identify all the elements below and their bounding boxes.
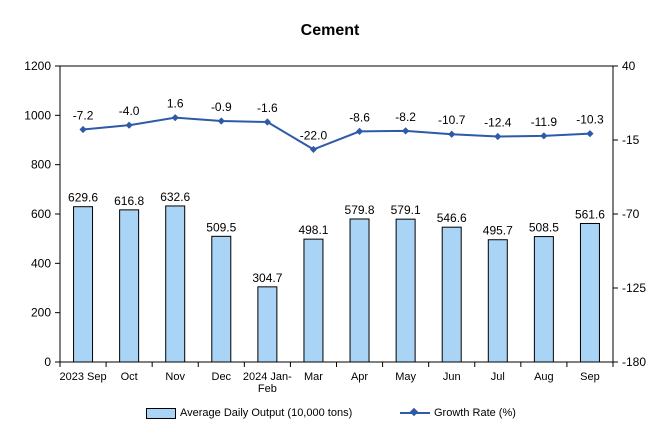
growth-point	[586, 130, 594, 138]
y-right-tick-label: 40	[622, 59, 636, 73]
line-group	[79, 114, 594, 154]
bar	[73, 206, 94, 363]
x-tick-label: May	[395, 371, 416, 383]
growth-point	[125, 121, 133, 129]
bars-group	[73, 205, 600, 363]
growth-value-label: -11.9	[531, 115, 558, 129]
growth-value-label: -8.2	[395, 110, 416, 124]
growth-point	[171, 114, 179, 122]
legend-bar-swatch	[146, 407, 176, 419]
x-tick-label: Dec	[212, 371, 232, 383]
bar-value-label: 632.6	[160, 190, 190, 204]
x-tick-label: Apr	[351, 371, 368, 383]
growth-point	[402, 127, 410, 135]
bar-value-label: 579.8	[345, 203, 375, 217]
bar-value-label: 498.1	[298, 223, 328, 237]
growth-value-label: -7.2	[73, 109, 94, 123]
bar	[487, 239, 508, 363]
x-tick-label: Nov	[165, 371, 185, 383]
x-tick-label: Feb	[258, 383, 277, 395]
x-tick-label: 2023 Sep	[59, 371, 106, 383]
bar	[211, 235, 232, 363]
bar-value-label: 629.6	[68, 191, 98, 205]
growth-point	[263, 118, 271, 126]
growth-point	[309, 145, 318, 154]
x-tick-label: 2024 Jan-	[243, 371, 292, 383]
x-tick-label: Jul	[491, 371, 505, 383]
y-left-tick-label: 600	[31, 207, 51, 221]
growth-value-label: -0.9	[211, 100, 232, 114]
growth-value-label: 1.6	[167, 97, 184, 111]
bar-value-label: 579.1	[391, 203, 421, 217]
legend-item-line: Growth Rate (%)	[400, 407, 516, 419]
bar	[579, 222, 600, 363]
x-tick-label: Aug	[534, 371, 554, 383]
legend-bar-label: Average Daily Output (10,000 tons)	[180, 407, 353, 419]
x-tick-label: Mar	[304, 371, 323, 383]
bar	[349, 218, 370, 363]
bar	[533, 236, 554, 363]
bar	[165, 205, 186, 363]
y-left-tick-label: 800	[31, 158, 51, 172]
legend-line-label: Growth Rate (%)	[434, 407, 516, 419]
y-right-tick-label: -180	[622, 355, 646, 369]
y-left-tick-label: 400	[31, 256, 51, 270]
legend-item-bar: Average Daily Output (10,000 tons)	[146, 407, 352, 419]
growth-value-label: -10.7	[438, 113, 466, 127]
x-tick-label: Sep	[580, 371, 600, 383]
bar-value-label: 546.6	[437, 211, 467, 225]
growth-value-label: -22.0	[300, 128, 328, 142]
y-right-tick-label: -15	[622, 133, 640, 147]
growth-value-label: -12.4	[484, 116, 512, 130]
bar-value-label: 561.6	[575, 207, 605, 221]
x-tick-label: Oct	[121, 371, 138, 383]
growth-value-label: -4.0	[119, 104, 140, 118]
bar-value-label: 508.5	[529, 221, 559, 235]
growth-point	[540, 132, 548, 140]
growth-value-label: -1.6	[257, 101, 278, 115]
growth-point	[494, 132, 502, 141]
chart-title: Cement	[300, 22, 360, 39]
x-tick-label: Jun	[443, 371, 461, 383]
y-left-tick-label: 200	[31, 306, 51, 320]
growth-line	[82, 116, 591, 151]
y-left-tick-label: 1200	[24, 59, 51, 73]
bar-value-label: 509.5	[206, 220, 236, 234]
labels-group: 629.6 616.8 632.6 509.5 304.7 498.1 579.8 579.1…	[68, 97, 605, 285]
y-left-tick-label: 0	[44, 355, 51, 369]
growth-point	[79, 125, 87, 134]
bar-value-label: 304.7	[252, 271, 282, 285]
bar	[441, 226, 462, 363]
growth-point	[217, 117, 225, 125]
bar	[395, 218, 416, 363]
plot-frame	[59, 65, 614, 363]
axes-group: 0 200 400 600 800 1000 1200 -180 -125 -70 -15 40 202…	[24, 59, 646, 395]
growth-value-label: -8.6	[349, 110, 370, 124]
bar-value-label: 616.8	[114, 194, 144, 208]
bar-value-label: 495.7	[483, 224, 513, 238]
y-left-tick-label: 1000	[24, 108, 51, 122]
growth-value-label: -10.3	[576, 113, 604, 127]
growth-point	[448, 130, 456, 138]
bar	[257, 286, 278, 363]
bar	[119, 209, 140, 363]
growth-point	[355, 127, 364, 135]
bar	[303, 238, 324, 363]
y-right-tick-label: -70	[622, 207, 640, 221]
legend-line-swatch	[400, 408, 430, 418]
y-right-tick-label: -125	[622, 281, 646, 295]
